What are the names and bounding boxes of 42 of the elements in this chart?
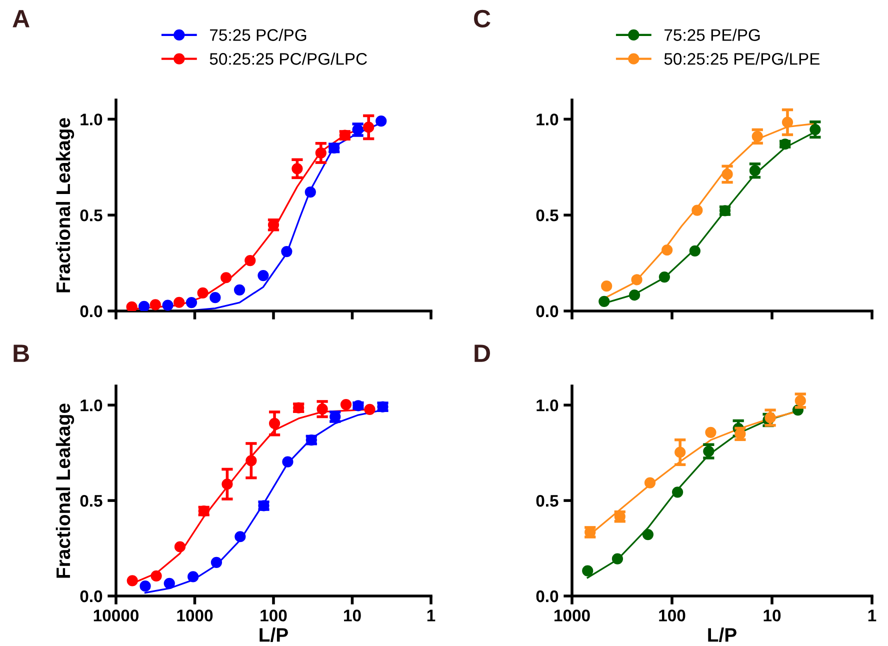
legend-label: 50:25:25 PE/PG/LPE (664, 52, 820, 65)
y-tick-label: 1.0 (80, 114, 102, 126)
legend-label: 50:25:25 PC/PG/LPC (210, 52, 367, 65)
point (612, 553, 624, 564)
chart-title: C (474, 10, 490, 28)
x-axis-title: L/P (708, 628, 736, 642)
x-tick-label: 1 (868, 610, 876, 622)
y-tick-label: 0.5 (80, 209, 102, 222)
y-axis-title: Fractional Leakage (56, 404, 74, 578)
x-axis-title: L/P (260, 628, 288, 642)
x-tick-label: 1000 (554, 610, 590, 622)
x-tick-label: 10000 (94, 610, 138, 622)
point (662, 244, 673, 256)
x-tick-label: 100 (260, 610, 287, 622)
y-tick-label: 0.5 (80, 494, 102, 507)
y-tick-label: 0.0 (536, 590, 558, 602)
point (631, 274, 642, 286)
y-tick-label: 0.0 (536, 305, 558, 318)
chart-title: B (14, 344, 29, 362)
y-tick-label: 0.0 (80, 305, 102, 318)
y-tick-label: 1.0 (80, 399, 102, 412)
point (642, 528, 654, 540)
legend-label: 75:25 PC/PG (210, 28, 306, 41)
y-tick-label: 0.5 (536, 494, 558, 507)
x-tick-label: 100 (659, 610, 686, 622)
point (689, 245, 700, 257)
x-tick-label: 10 (344, 610, 361, 622)
point (644, 477, 656, 488)
point (601, 280, 612, 292)
y-axis-title: Fractional Leakage (56, 118, 74, 292)
legend-label: 75:25 PE/PG (664, 28, 760, 41)
x-tick-label: 1000 (177, 610, 213, 622)
y-tick-label: 1.0 (536, 114, 558, 126)
y-tick-label: 0.0 (80, 590, 102, 602)
y-tick-label: 1.0 (536, 399, 558, 412)
chart-title: D (474, 344, 490, 362)
x-tick-label: 1 (427, 610, 436, 622)
x-tick-label: 10 (764, 610, 781, 622)
y-tick-label: 0.5 (536, 209, 558, 222)
point (582, 565, 594, 576)
point (692, 204, 703, 216)
chart-title: A (12, 10, 30, 28)
